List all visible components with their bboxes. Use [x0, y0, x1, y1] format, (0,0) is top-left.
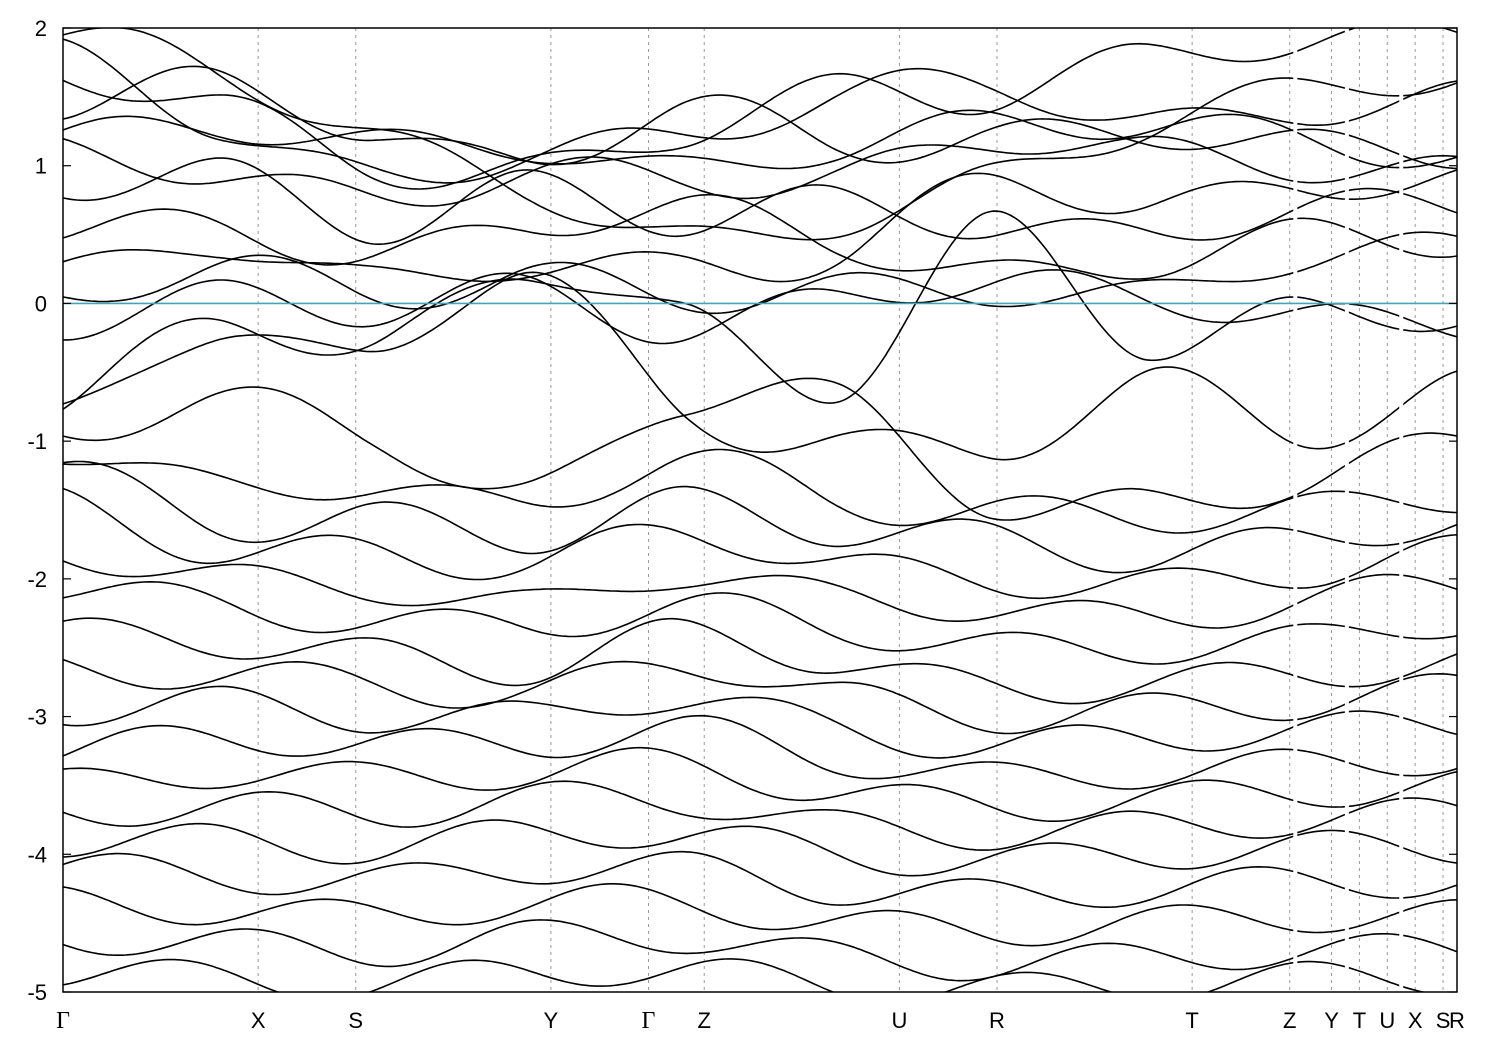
bands-layer: [63, 28, 1457, 992]
y-tick-label-7: 2: [35, 16, 47, 41]
x-tick-label-7: R: [989, 1008, 1005, 1033]
band-line-22: [63, 714, 1457, 790]
y-tick-label-2: -3: [27, 705, 47, 730]
segment-gap-0: [1293, 28, 1298, 992]
x-tick-label-4: Γ: [642, 1008, 656, 1034]
x-tick-label-3: Y: [544, 1008, 559, 1033]
x-tick-label-1: X: [251, 1008, 266, 1033]
y-tick-label-6: 1: [35, 154, 47, 179]
band-line-16: [63, 487, 1457, 600]
band-line-4: [63, 109, 1457, 170]
band-line-15: [63, 460, 1457, 574]
band-line-2: [63, 28, 1457, 190]
band-line-23: [63, 746, 1457, 822]
band-line-21: [63, 685, 1457, 759]
x-tick-label-2: S: [348, 1008, 363, 1033]
band-line-9: [63, 231, 1457, 315]
x-tick-label-0: Γ: [56, 1008, 70, 1034]
band-line-3: [63, 65, 1457, 170]
band-line-6: [63, 157, 1457, 245]
y-axis-ticks: -5 -4 -3 -2 -1 0 1 2: [27, 16, 1457, 1005]
x-tick-label-9: Z: [1283, 1008, 1296, 1033]
segment-gap-2: [1399, 28, 1404, 992]
band-line-1: [63, 38, 1457, 184]
x-tick-label-10: Y: [1324, 1008, 1339, 1033]
band-line-20: [63, 658, 1457, 735]
band-line-0: [63, 28, 1457, 241]
band-line-10: [63, 269, 1457, 345]
band-line-25: [63, 819, 1457, 877]
band-line-26: [63, 850, 1457, 908]
y-tick-label-1: -4: [27, 842, 47, 867]
band-line-14: [63, 448, 1457, 534]
band-line-5: [63, 135, 1457, 207]
band-line-19: [63, 617, 1457, 705]
band-line-18: [63, 580, 1457, 665]
y-tick-label-0: -5: [27, 980, 47, 1005]
x-tick-label-5: Z: [698, 1008, 711, 1033]
x-tick-label-11: T: [1353, 1008, 1366, 1033]
segment-gaps-layer: [1293, 28, 1404, 992]
band-line-28: [63, 919, 1457, 982]
x-tick-label-14: S: [1436, 1008, 1451, 1033]
y-tick-label-4: -1: [27, 429, 47, 454]
y-tick-label-3: -2: [27, 567, 47, 592]
plot-frame: [62, 27, 1458, 993]
x-tick-label-6: U: [891, 1008, 907, 1033]
segment-gap-1: [1344, 28, 1349, 992]
x-tick-label-13: X: [1408, 1008, 1423, 1033]
band-line-12: [63, 271, 1457, 461]
band-line-17: [63, 560, 1457, 629]
band-line-27: [63, 883, 1457, 947]
band-line-8: [63, 169, 1457, 283]
band-line-11: [63, 210, 1457, 410]
plot-frame-layer: [62, 27, 1458, 993]
band-line-13: [63, 377, 1457, 521]
y-tick-label-5: 0: [35, 291, 47, 316]
band-line-7: [63, 193, 1457, 280]
band-line-24: [63, 780, 1457, 851]
band-line-29: [63, 958, 1427, 992]
x-axis-ticks: Γ X S Y Γ Z U R T Z Y T U X SR: [56, 1008, 1465, 1034]
x-tick-label-8: T: [1185, 1008, 1198, 1033]
x-tick-label-12: U: [1379, 1008, 1395, 1033]
x-tick-label-15: R: [1449, 1008, 1465, 1033]
